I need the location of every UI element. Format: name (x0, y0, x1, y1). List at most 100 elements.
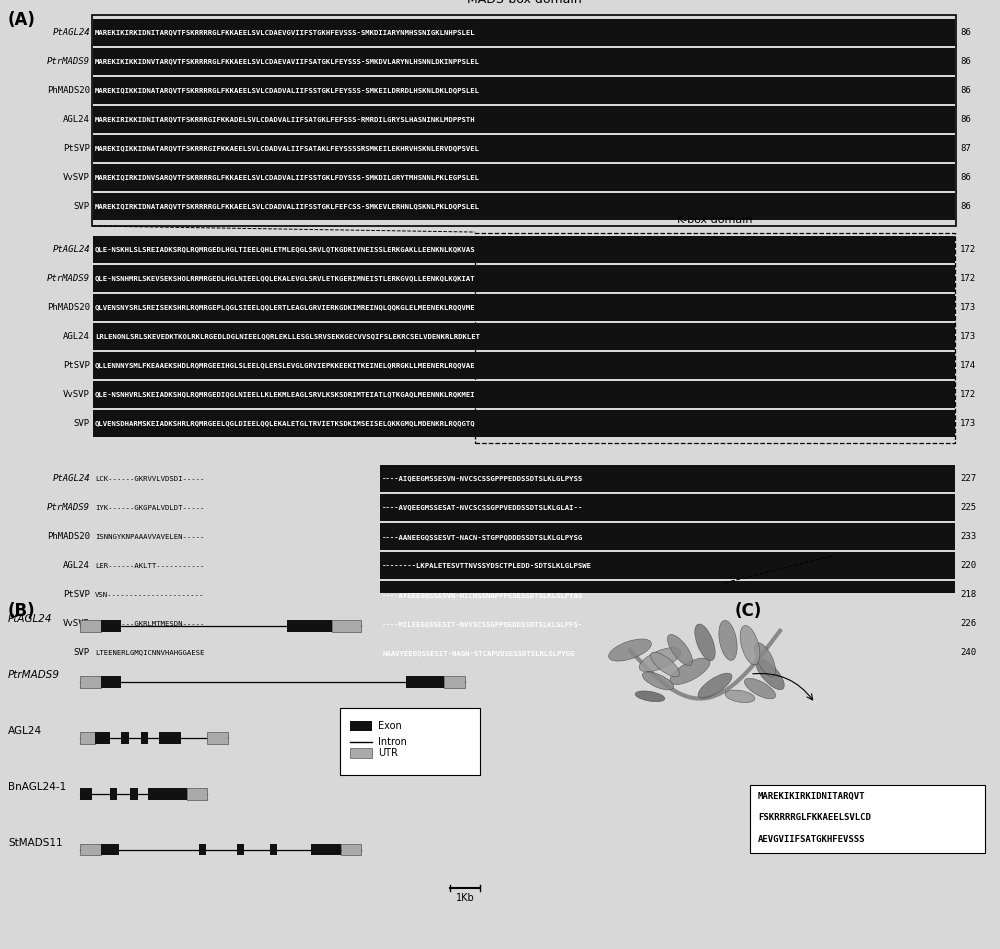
Text: AGL24: AGL24 (63, 561, 90, 570)
Text: PtAGL24: PtAGL24 (52, 245, 90, 254)
Text: MAREKIKIKKIDNVTARQVTFSKRRRRGLFKKAEELSVLCDAEVAVIIFSATGKLFEYSSS-SMKDVLARYNLHSNNLDK: MAREKIKIKKIDNVTARQVTFSKRRRRGLFKKAEELSVLC… (95, 59, 480, 65)
Text: AGL24: AGL24 (63, 115, 90, 124)
Text: QLE-NSNHMRLSKEVSEKSHOLRRMRGEDLHGLNIEELQQLEKALEVGLSRVLETKGERIMNEISTLERKGVQLLEENKQ: QLE-NSNHMRLSKEVSEKSHOLRRMRGEDLHGLNIEELQQ… (95, 275, 476, 282)
Text: 172: 172 (960, 390, 976, 400)
Bar (95, 732, 110, 744)
Bar (93, 381, 955, 408)
Text: AEVGVIIFSATGKHFEVSSS: AEVGVIIFSATGKHFEVSSS (758, 834, 866, 844)
Bar (302, 620, 310, 632)
Text: MAREKIQIKKIDNATARQVTFSKRRRRGLFKKAEELSVLCDADVALIIFSSTGKLFEYSSS-SMKEILDRRDLHSKNLDK: MAREKIQIKKIDNATARQVTFSKRRRRGLFKKAEELSVLC… (95, 87, 480, 94)
Bar (444, 676, 465, 688)
Bar (428, 676, 444, 688)
Text: 86: 86 (960, 57, 971, 66)
Bar (93, 236, 955, 263)
Text: NAAVYEEGQSSESIT-NAGN-STCAPVDSESSDTSLRLGLPYGG: NAAVYEEGQSSESIT-NAGN-STCAPVDSESSDTSLRLGL… (382, 650, 575, 656)
Text: MADS-box domain: MADS-box domain (467, 0, 581, 6)
Bar (148, 788, 156, 799)
Text: PtAGL24: PtAGL24 (52, 474, 90, 483)
Text: QLE-NSKHLSLSREIADKSRQLRQMRGEDLHGLTIEELQHLETMLEQGLSRVLQTKGDRIVNEISSLERKGAKLLEENKN: QLE-NSKHLSLSREIADKSRQLRQMRGEDLHGLTIEELQH… (95, 247, 476, 252)
Bar (317, 620, 332, 632)
Bar (295, 620, 302, 632)
Text: 172: 172 (960, 245, 976, 254)
Text: VvSVP: VvSVP (63, 619, 90, 628)
Text: QLE-NSNHVRLSKEIADKSHQLRQMRGEDIQGLNIEELLKLEKMLEAGLSRVLKSKSDRIMTEIATLQTKGAQLMEENNK: QLE-NSNHVRLSKEIADKSHQLRQMRGEDIQGLNIEELLK… (95, 392, 476, 398)
Text: PtAGL24: PtAGL24 (8, 614, 52, 624)
Text: ICK------GKRLMTMESDN-----: ICK------GKRLMTMESDN----- (95, 621, 204, 626)
Ellipse shape (639, 647, 681, 672)
Text: (C): (C) (735, 602, 762, 620)
Text: MAREKIRIKKIDNITARQVTFSKRRRGIFKKADELSVLCDADVALIIFSATGKLFEFSSS-RMRDILGRYSLHASNINKL: MAREKIRIKKIDNITARQVTFSKRRRGIFKKADELSVLCD… (95, 117, 476, 122)
Text: LTEENERLGMQICNNVHAHGGAESE: LTEENERLGMQICNNVHAHGGAESE (95, 650, 204, 656)
Text: ----AVQEEGMSSESAT-NVCSCSSGPPVEDDSSDTSLKLGLAI--: ----AVQEEGMSSESAT-NVCSCSSGPPVEDDSSDTSLKL… (382, 505, 584, 511)
Bar (341, 844, 361, 855)
Text: PtrMADS9: PtrMADS9 (8, 670, 60, 679)
Text: BnAGL24-1: BnAGL24-1 (8, 782, 66, 791)
Bar (750, 785, 985, 852)
Text: (A): (A) (8, 11, 36, 29)
Text: 218: 218 (960, 590, 976, 599)
Text: FSKRRRRGLFKKAEELSVLCD: FSKRRRRGLFKKAEELSVLCD (758, 813, 871, 823)
Ellipse shape (744, 679, 776, 698)
Text: 87: 87 (960, 144, 971, 153)
Bar (101, 676, 121, 688)
Bar (413, 676, 421, 688)
Text: MAREKIQIRKIDNATARQVTFSKRRRRGLFKKAEELSVLCDADVALIIFSSTGKLFEFCSS-SMKEVLERHNLQSKNLPK: MAREKIQIRKIDNATARQVTFSKRRRRGLFKKAEELSVLC… (95, 203, 480, 210)
Bar (380, 523, 955, 550)
Bar (93, 19, 955, 46)
Text: LCK------GKRVVLVDSDI-----: LCK------GKRVVLVDSDI----- (95, 475, 204, 481)
Ellipse shape (719, 621, 737, 661)
Text: VvSVP: VvSVP (63, 173, 90, 182)
Bar (380, 610, 955, 637)
Bar (163, 788, 170, 799)
Bar (270, 844, 277, 855)
Bar (319, 844, 341, 855)
Text: LRLENONLSRLSKEVEDKTKOLRKLRGEDLDGLNIEELQQRLEKLLESGLSRVSEKKGECVVSQIFSLEKRCSELVDENK: LRLENONLSRLSKEVEDKTKOLRKLRGEDLDGLNIEELQQ… (95, 333, 480, 340)
Bar (93, 193, 955, 220)
Text: --------LKPALETESVTTNVSSYDSCTPLEDD-SDTSLKLGLPSWE: --------LKPALETESVTTNVSSYDSCTPLEDD-SDTSL… (382, 563, 592, 568)
Text: SVP: SVP (74, 202, 90, 211)
Bar (93, 48, 955, 75)
Bar (237, 844, 244, 855)
Text: AGL24: AGL24 (63, 332, 90, 341)
Text: 220: 220 (960, 561, 976, 570)
Bar (156, 788, 163, 799)
Text: MAREKIQIKKIDNATARQVTFSKRRRGIFKKAEELSVLCDADVALIIFSATAKLFEYSSSSRSMKEILEKHRVHSKNLER: MAREKIQIKKIDNATARQVTFSKRRRGIFKKAEELSVLCD… (95, 145, 480, 152)
Bar (80, 732, 95, 744)
Text: PtrMADS9: PtrMADS9 (47, 503, 90, 512)
Ellipse shape (670, 658, 710, 684)
Text: 86: 86 (960, 115, 971, 124)
Text: 174: 174 (960, 361, 976, 370)
Text: ----MILEEGQSSESIT-NVYSCSSGPPQEDDSSDTSLKLGLPFS-: ----MILEEGQSSESIT-NVYSCSSGPPQEDDSSDTSLKL… (382, 621, 584, 626)
Text: 233: 233 (960, 532, 976, 541)
Text: QLVENSDHARMSKEIADKSHRLRQMRGEELQGLDIEELQQLEKALETGLTRVIETKSDKIMSEISELQKKGMQLMDENKR: QLVENSDHARMSKEIADKSHRLRQMRGEELQGLDIEELQQ… (95, 420, 476, 427)
Bar (166, 732, 173, 744)
Bar (380, 494, 955, 521)
Text: 86: 86 (960, 28, 971, 37)
Text: 173: 173 (960, 419, 976, 428)
Ellipse shape (695, 624, 715, 661)
Text: 227: 227 (960, 474, 976, 483)
Bar (421, 676, 428, 688)
Bar (93, 410, 955, 437)
Text: LER------AKLTT-----------: LER------AKLTT----------- (95, 563, 204, 568)
Bar (187, 788, 207, 799)
Text: 173: 173 (960, 303, 976, 312)
Bar (199, 844, 206, 855)
Bar (93, 265, 955, 292)
Text: StMADS11: StMADS11 (8, 838, 63, 847)
Bar (380, 465, 955, 493)
Text: 172: 172 (960, 274, 976, 283)
Ellipse shape (756, 659, 784, 690)
Text: VvSVP: VvSVP (63, 390, 90, 400)
Text: ----AIQEEGMSSESVN-NVCSCSSGPPPEDDSSDTSLKLGLPYSS: ----AIQEEGMSSESVN-NVCSCSSGPPPEDDSSDTSLKL… (382, 475, 584, 481)
Ellipse shape (609, 639, 651, 661)
Ellipse shape (667, 635, 693, 665)
Text: ISNNGYKNPAAAVVAVELEN-----: ISNNGYKNPAAAVVAVELEN----- (95, 533, 204, 540)
Bar (141, 732, 148, 744)
Bar (101, 844, 119, 855)
Bar (93, 106, 955, 133)
Bar (380, 639, 955, 666)
Bar (380, 581, 955, 608)
Text: Intron: Intron (378, 736, 407, 747)
Text: 1Kb: 1Kb (456, 893, 475, 903)
